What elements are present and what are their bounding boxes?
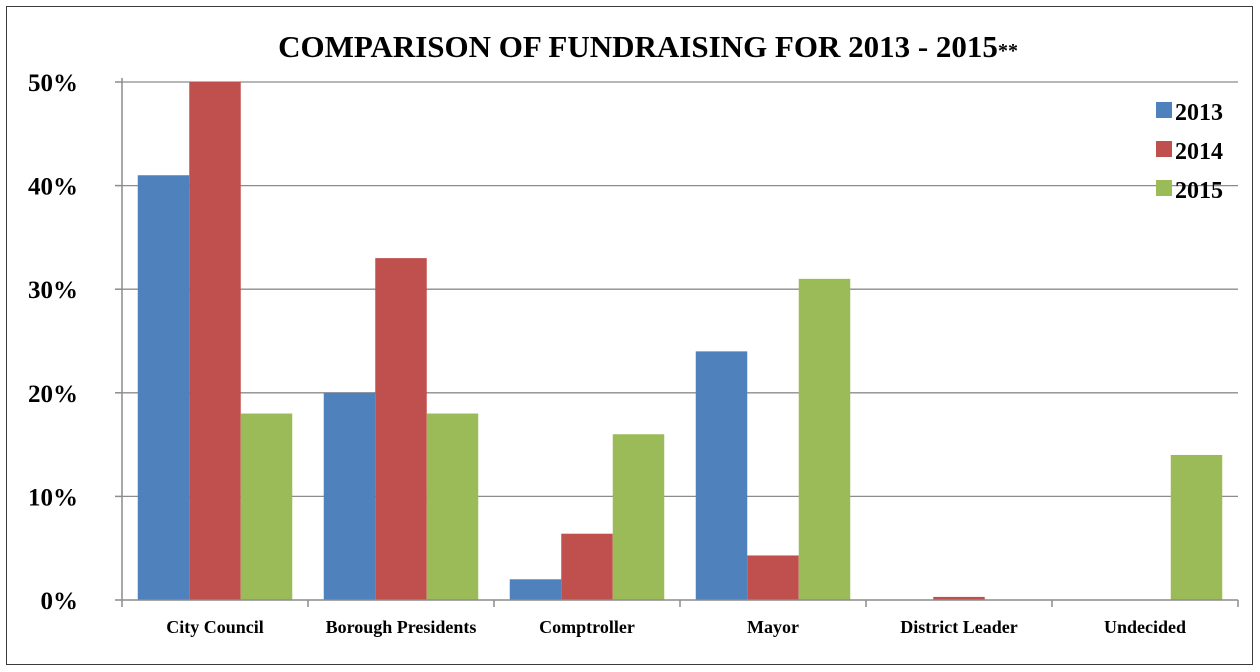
bar-2013-0: [137, 175, 190, 601]
y-tick-labels: 0% 10% 20% 30% 40% 50%: [28, 70, 78, 615]
chart-title-suffix: **: [998, 40, 1018, 62]
bar-2015-1: [426, 413, 479, 600]
bar-2013-3: [695, 351, 748, 600]
legend-label-2013: 2013: [1175, 100, 1223, 126]
bar-2014-3: [747, 555, 799, 600]
bar-2015-5: [1170, 454, 1223, 600]
x-tick-label: City Council: [166, 617, 264, 637]
chart-title-text: COMPARISON OF FUNDRAISING FOR 2013 - 201…: [278, 29, 998, 64]
x-tick-label: District Leader: [900, 617, 1017, 637]
legend-label-2014: 2014: [1175, 139, 1223, 165]
chart-title: COMPARISON OF FUNDRAISING FOR 2013 - 201…: [278, 29, 1018, 64]
bar-2014-2: [561, 533, 613, 600]
y-tick-label: 10%: [28, 484, 78, 511]
y-tick-label: 50%: [28, 70, 78, 97]
x-tick-label: Comptroller: [539, 617, 635, 637]
y-tick-label: 30%: [28, 277, 78, 304]
legend-swatch-2015: [1156, 180, 1172, 196]
bar-2015-2: [612, 434, 665, 600]
legend-swatch-2014: [1156, 141, 1172, 157]
axes: [115, 78, 1239, 607]
y-tick-label: 0%: [41, 588, 79, 615]
bar-2014-1: [375, 258, 427, 600]
gridlines: [122, 81, 1238, 498]
bar-2013-1: [323, 392, 376, 600]
bar-2013-2: [509, 579, 562, 600]
y-tick-label: 40%: [28, 174, 78, 201]
x-tick-label: Mayor: [747, 617, 799, 637]
legend-swatch-2013: [1156, 102, 1172, 118]
legend: 2013 2014 2015: [1156, 100, 1223, 204]
bars: [137, 82, 1223, 601]
bar-2014-0: [189, 82, 241, 600]
legend-label-2015: 2015: [1175, 178, 1223, 204]
y-tick-label: 20%: [28, 381, 78, 408]
bar-2015-3: [798, 278, 851, 600]
x-tick-labels: City Council Borough Presidents Comptrolle…: [166, 617, 1186, 637]
bar-2014-4: [933, 596, 985, 600]
bar-2015-0: [240, 413, 293, 600]
x-tick-label: Borough Presidents: [326, 617, 477, 637]
x-tick-label: Undecided: [1104, 617, 1186, 637]
